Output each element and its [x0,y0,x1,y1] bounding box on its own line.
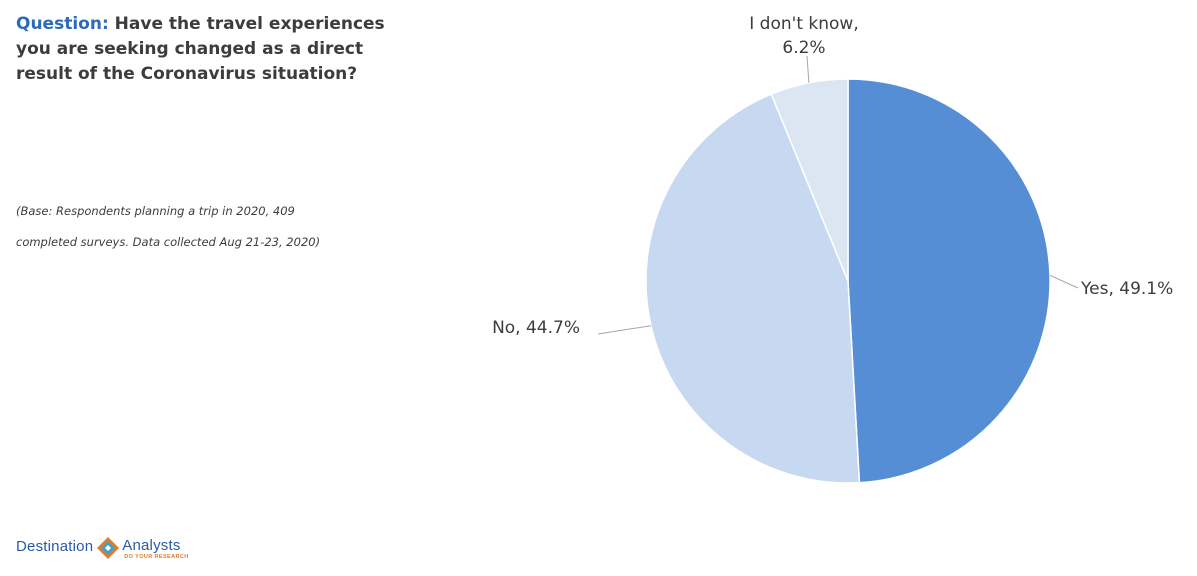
pie-leader-lines [597,55,1079,335]
pie-slice-yes [847,78,1051,484]
pie-slice-i-don-t-know [770,78,849,282]
pie-label-yes: Yes, 49.1% [1080,279,1173,299]
leader-line-idk [806,55,810,83]
pie-labels: Yes, 49.1% No, 44.7% I don't know, 6.2% [492,14,1173,338]
base-note: (Base: Respondents planning a trip in 20… [16,196,396,258]
question-label: Question: [16,14,109,34]
logo-word-destination: Destination [16,538,94,555]
leader-line-no [597,325,652,335]
base-note-line-1: (Base: Respondents planning a trip in 20… [16,204,295,218]
logo-tagline: DO YOUR RESEARCH [124,554,189,560]
pie-label-idk-line2: 6.2% [782,38,825,58]
leader-line-yes [1049,274,1079,289]
pie-label-no: No, 44.7% [492,318,580,338]
pie-slices [645,78,1051,484]
question-text: Question: Have the travel experiences yo… [16,12,416,87]
pie-label-idk-line1: I don't know, [749,14,858,34]
destination-analysts-logo: Destination Analysts DO YOUR RESEARCH [16,537,189,574]
base-note-line-2: completed surveys. Data collected Aug 21… [16,235,321,249]
logo-word-analysts: Analysts [122,537,181,554]
logo-right-block: Analysts DO YOUR RESEARCH [122,538,188,561]
diamond-logo-icon [97,537,120,559]
question-body: Have the travel experiences you are seek… [16,14,385,84]
